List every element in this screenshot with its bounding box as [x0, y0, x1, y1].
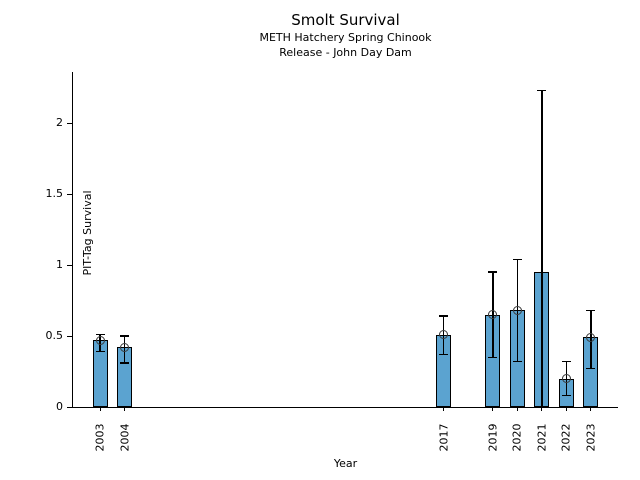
error-cap-low	[439, 353, 449, 356]
y-tick-label: 1.5	[45, 187, 64, 201]
y-tick-label: 1	[56, 258, 63, 272]
x-tick-label: 2022	[559, 423, 573, 452]
y-tick-label: 0.5	[45, 329, 64, 343]
x-tick	[99, 407, 101, 411]
point-marker-2022	[561, 374, 571, 384]
point-marker-2019	[488, 310, 498, 320]
error-cap-low	[512, 360, 522, 363]
error-cap-low	[586, 367, 596, 370]
error-cap-high	[512, 258, 522, 261]
x-tick-label: 2020	[510, 423, 524, 452]
x-tick-label: 2017	[437, 423, 451, 452]
error-cap-high	[488, 271, 498, 273]
plot-area: PIT-Tag Survival 0 0.5 1 1.5 2 2003 2004 2017 20…	[46, 72, 618, 452]
x-tick-label: 2004	[118, 423, 132, 452]
x-tick	[590, 407, 592, 411]
point-marker-2020	[512, 305, 522, 315]
x-tick-label: 2003	[93, 423, 107, 452]
point-marker-2003	[95, 335, 105, 345]
x-axis-spine	[72, 407, 618, 408]
x-tick	[565, 407, 567, 411]
y-tick	[67, 193, 72, 195]
error-bar-2021	[541, 90, 543, 407]
error-cap-low	[561, 394, 571, 397]
chart-title: Smolt Survival	[291, 11, 400, 29]
chart-subtitle-1: METH Hatchery Spring Chinook	[259, 31, 432, 44]
y-tick-label: 2	[56, 116, 63, 130]
x-tick-label: 2019	[486, 423, 500, 452]
x-axis-label: Year	[333, 457, 358, 470]
error-cap-low	[120, 362, 130, 364]
x-tick	[124, 407, 126, 411]
error-cap-low	[95, 350, 105, 353]
error-cap-high	[561, 360, 571, 363]
point-marker-2017	[439, 330, 449, 340]
point-marker-2023	[586, 332, 596, 342]
error-cap-high	[95, 333, 105, 336]
error-cap-low	[488, 356, 498, 359]
point-marker-2004	[120, 342, 130, 352]
x-tick-label: 2023	[584, 423, 598, 452]
x-tick	[516, 407, 518, 411]
y-tick	[67, 122, 72, 124]
error-cap-high	[439, 315, 449, 317]
x-tick	[492, 407, 494, 411]
error-cap-high	[120, 335, 130, 337]
x-tick-label: 2021	[535, 423, 549, 452]
x-tick	[541, 407, 543, 411]
y-tick	[67, 335, 72, 337]
y-axis-spine	[72, 72, 73, 408]
chart-subtitle-2: Release - John Day Dam	[279, 46, 412, 59]
y-tick	[67, 264, 72, 266]
y-axis-label: PIT-Tag Survival	[81, 190, 94, 276]
x-tick	[443, 407, 445, 411]
error-cap-high	[586, 309, 596, 312]
error-cap-high	[537, 89, 547, 92]
y-tick	[67, 406, 72, 408]
y-tick-label: 0	[56, 400, 63, 413]
